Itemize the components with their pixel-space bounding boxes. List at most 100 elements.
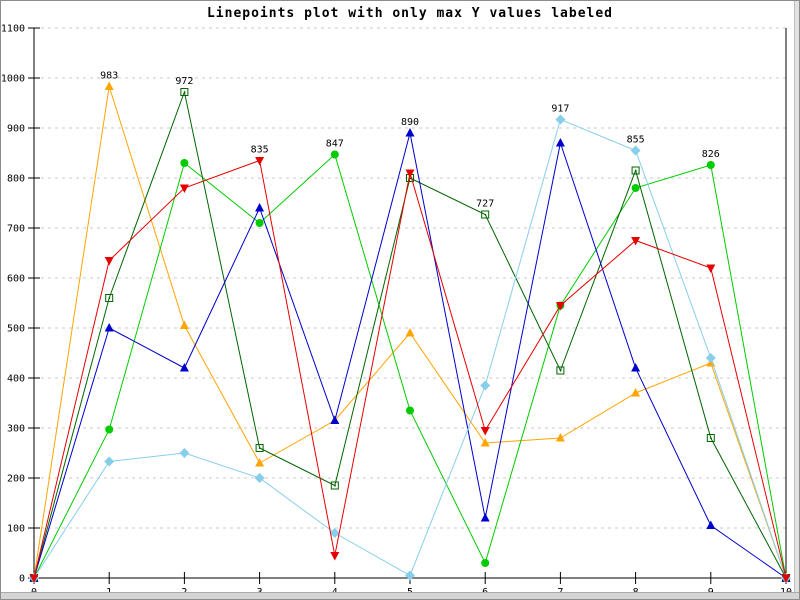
y-tick-label-800: 800 <box>7 174 25 185</box>
chart-title: Linepoints plot with only max Y values l… <box>206 6 614 21</box>
point-label-826: 826 <box>702 149 720 160</box>
marker-square-dot <box>108 297 111 299</box>
marker-triangle-up <box>255 203 265 212</box>
marker-square-dot <box>409 177 411 179</box>
y-tick-label-0: 0 <box>19 574 25 585</box>
y-tick-label-1100: 1100 <box>1 24 25 35</box>
y-tick-label-400: 400 <box>7 374 25 385</box>
window-bottom-edge <box>1 592 799 599</box>
x-tick-label-9: 9 <box>708 587 714 595</box>
marker-circle <box>255 219 264 227</box>
marker-triangle-up <box>480 513 490 522</box>
marker-square-dot <box>183 91 186 93</box>
x-tick-label-7: 7 <box>557 587 563 595</box>
marker-triangle-down <box>405 169 415 178</box>
x-tick-label-10: 10 <box>780 587 792 595</box>
marker-triangle-up <box>555 433 565 442</box>
x-tick-label-6: 6 <box>482 587 488 595</box>
marker-diamond <box>179 448 190 458</box>
y-tick-label-600: 600 <box>7 274 25 285</box>
marker-triangle-down <box>555 302 565 311</box>
marker-triangle-up <box>631 388 641 397</box>
point-label-727: 727 <box>476 199 494 210</box>
marker-circle <box>330 150 339 159</box>
marker-square-dot <box>484 214 487 216</box>
marker-triangle-down <box>480 427 490 436</box>
y-tick-label-1000: 1000 <box>1 74 25 85</box>
marker-diamond <box>705 353 716 363</box>
marker-diamond <box>329 528 340 538</box>
x-tick-label-0: 0 <box>31 587 37 595</box>
marker-triangle-up <box>706 520 716 529</box>
marker-triangle-up <box>179 363 189 372</box>
marker-square-dot <box>559 370 562 372</box>
marker-triangle-up <box>631 363 641 372</box>
point-label-855: 855 <box>627 135 645 146</box>
series-line-lightblue-diamond <box>33 118 787 579</box>
marker-square <box>255 444 264 452</box>
marker-triangle-up <box>179 320 189 329</box>
marker-circle <box>406 406 414 415</box>
marker-triangle-down <box>330 552 340 561</box>
marker-triangle-down <box>29 574 39 583</box>
marker-triangle-up <box>255 458 265 467</box>
marker-circle <box>180 159 189 167</box>
x-tick-label-3: 3 <box>257 587 263 595</box>
series-line-green-circle <box>33 153 787 579</box>
series-line-blue-triangle-up <box>33 132 787 579</box>
point-label-983: 983 <box>100 71 118 82</box>
marker-triangle-up <box>330 415 340 424</box>
marker-square-dot <box>710 437 712 439</box>
marker-square-dot <box>635 170 637 172</box>
y-tick-label-300: 300 <box>7 424 25 435</box>
marker-diamond <box>480 380 491 391</box>
y-tick-label-200: 200 <box>7 474 25 485</box>
marker-triangle-down <box>781 574 791 583</box>
point-label-835: 835 <box>251 145 269 156</box>
marker-triangle-down <box>255 157 265 166</box>
x-tick-label-2: 2 <box>181 587 187 595</box>
x-tick-label-8: 8 <box>633 587 639 595</box>
marker-square <box>706 434 715 442</box>
marker-triangle-up <box>104 81 114 90</box>
marker-circle <box>105 425 114 434</box>
marker-square <box>481 210 490 219</box>
marker-triangle-down <box>179 184 189 193</box>
point-label-972: 972 <box>175 76 193 87</box>
marker-square-dot <box>259 447 261 449</box>
marker-diamond <box>104 456 115 467</box>
marker-diamond <box>405 570 415 581</box>
marker-diamond <box>254 473 265 483</box>
marker-square <box>330 481 339 490</box>
point-label-890: 890 <box>401 117 419 128</box>
marker-triangle-down <box>631 237 641 246</box>
marker-circle <box>481 559 490 567</box>
marker-triangle-up <box>480 438 490 447</box>
x-tick-label-1: 1 <box>106 587 112 595</box>
y-tick-label-500: 500 <box>7 324 25 335</box>
marker-triangle-up <box>405 128 415 137</box>
marker-square <box>631 166 640 175</box>
marker-circle <box>706 161 715 169</box>
marker-diamond <box>555 114 566 125</box>
marker-circle <box>631 184 640 192</box>
y-tick-label-900: 900 <box>7 124 25 135</box>
marker-triangle-up <box>104 323 114 332</box>
marker-triangle-up <box>405 328 415 337</box>
point-label-847: 847 <box>326 139 344 150</box>
marker-diamond <box>630 145 641 156</box>
marker-square <box>556 366 565 375</box>
y-tick-label-700: 700 <box>7 224 25 235</box>
x-tick-label-5: 5 <box>407 587 413 595</box>
marker-square-dot <box>334 485 336 487</box>
point-label-917: 917 <box>551 104 569 115</box>
y-tick-label-100: 100 <box>7 524 25 535</box>
marker-triangle-up <box>555 138 565 147</box>
marker-triangle-down <box>706 264 716 273</box>
window-right-edge <box>794 1 799 593</box>
x-tick-label-4: 4 <box>332 587 338 595</box>
marker-square <box>180 88 189 96</box>
marker-square <box>105 294 114 302</box>
